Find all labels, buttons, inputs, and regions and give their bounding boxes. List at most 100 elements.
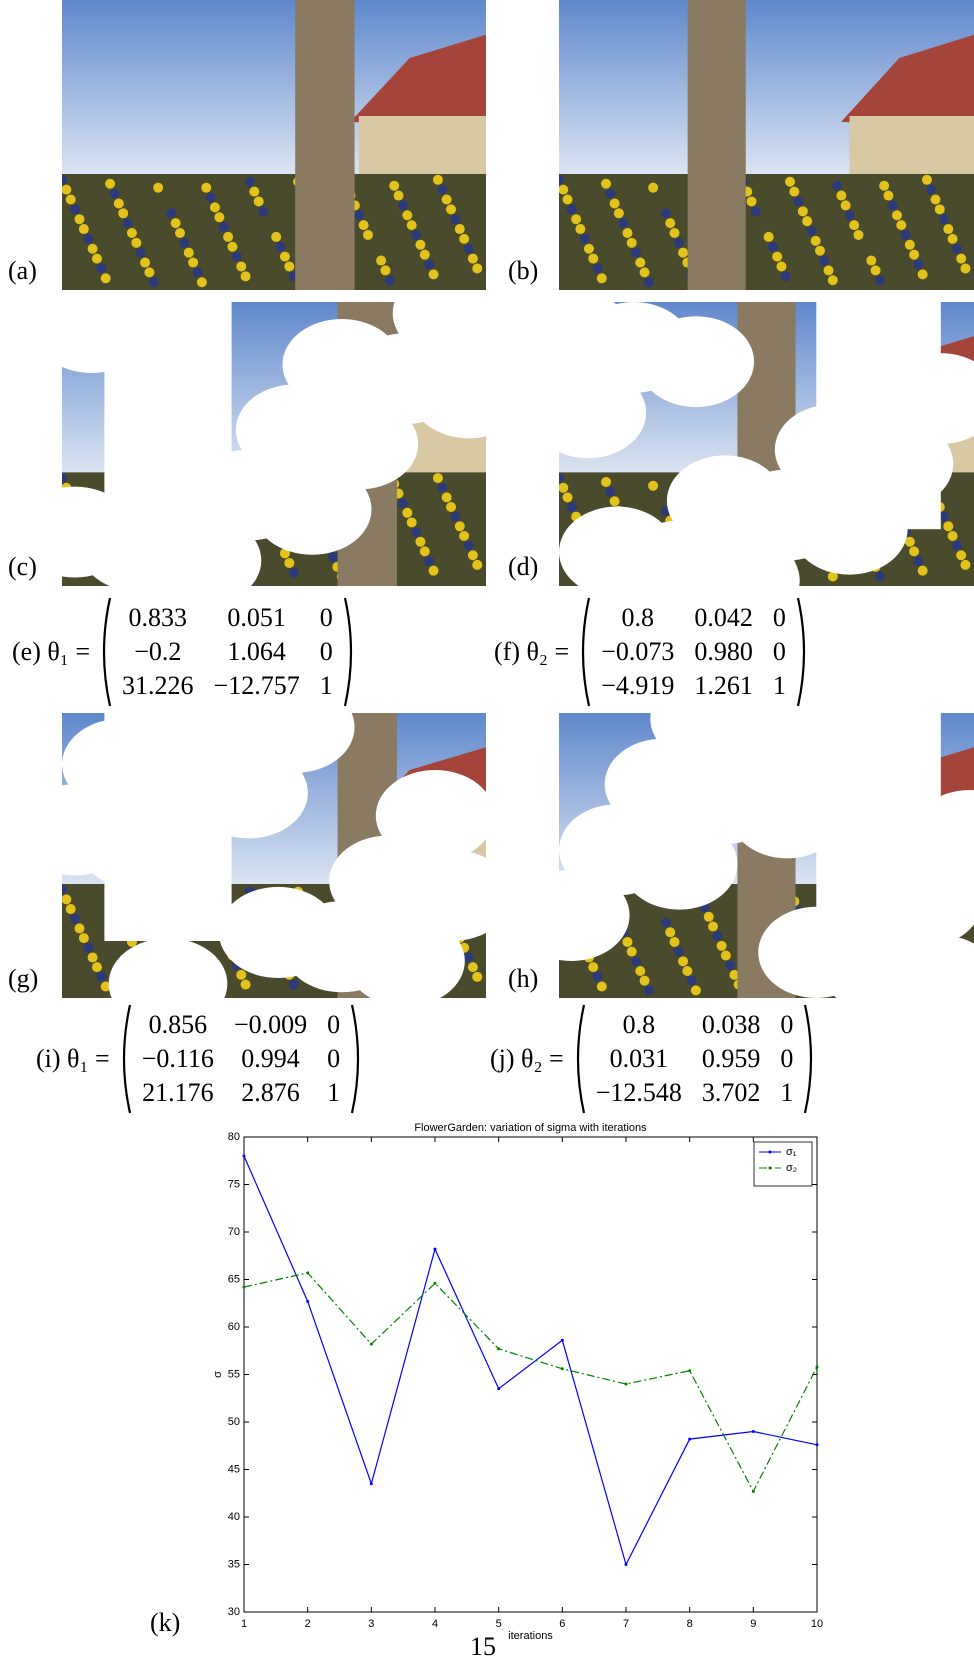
flower bbox=[643, 985, 654, 996]
flower bbox=[746, 196, 757, 207]
data-point bbox=[815, 1365, 819, 1369]
matrix-entry: 0 bbox=[327, 1010, 341, 1039]
data-point bbox=[242, 1154, 246, 1158]
matrix-row: 21.176 2.876 1 bbox=[132, 1076, 350, 1110]
flower bbox=[62, 184, 72, 195]
mask-region bbox=[108, 938, 228, 998]
flower bbox=[105, 178, 116, 189]
chart: FlowerGarden: variation of sigma with it… bbox=[212, 1122, 823, 1642]
flower bbox=[428, 565, 439, 576]
parenthesis bbox=[576, 1004, 585, 1114]
mask-region bbox=[666, 455, 784, 547]
flower bbox=[328, 552, 339, 563]
matrix-row: 0.8 0.038 0 bbox=[586, 1008, 804, 1042]
flower bbox=[384, 275, 395, 286]
flower bbox=[870, 265, 881, 276]
flower bbox=[358, 220, 369, 231]
matrix-row: −0.2 1.064 0 bbox=[112, 635, 343, 669]
mask-region bbox=[650, 713, 767, 765]
series-line bbox=[243, 1155, 818, 1567]
parenthesis bbox=[351, 1004, 360, 1114]
flower bbox=[913, 556, 924, 567]
x-tick-label: 7 bbox=[623, 1618, 629, 1630]
tree-trunk bbox=[687, 0, 746, 290]
flower bbox=[631, 247, 642, 258]
matrix-entry: 1 bbox=[327, 1078, 341, 1107]
data-point bbox=[369, 1342, 373, 1346]
flower bbox=[559, 174, 564, 185]
matrix-entry: 1.261 bbox=[694, 671, 753, 700]
flower bbox=[205, 192, 216, 203]
flower bbox=[437, 482, 448, 493]
parenthesis bbox=[102, 597, 112, 707]
flower bbox=[454, 521, 465, 532]
flower bbox=[183, 247, 194, 258]
matrix-entry: 0.856 bbox=[148, 1010, 208, 1039]
flower bbox=[639, 267, 650, 278]
flower bbox=[240, 271, 251, 282]
flower bbox=[70, 913, 81, 924]
flower bbox=[639, 975, 650, 986]
data-point bbox=[815, 1443, 819, 1447]
matrix-entry: 1 bbox=[772, 671, 786, 700]
flower bbox=[947, 233, 958, 244]
flower bbox=[960, 559, 971, 570]
data-point bbox=[242, 1285, 246, 1289]
flower bbox=[609, 198, 620, 209]
flower bbox=[419, 249, 430, 260]
flower bbox=[397, 200, 408, 211]
flower bbox=[406, 517, 417, 528]
tree-trunk bbox=[295, 0, 355, 290]
x-tick-label: 5 bbox=[496, 1618, 502, 1630]
flower bbox=[240, 979, 251, 990]
figure-label: (k) bbox=[150, 1608, 181, 1637]
matrix-entry: 0 bbox=[319, 603, 333, 632]
flower bbox=[170, 218, 181, 229]
flower bbox=[566, 502, 577, 513]
flower bbox=[879, 180, 890, 191]
flower bbox=[690, 985, 701, 996]
matrix-entry: 1 bbox=[319, 671, 333, 700]
flower bbox=[253, 196, 264, 207]
flower bbox=[883, 190, 894, 201]
flower bbox=[921, 174, 932, 185]
house-roof bbox=[350, 34, 486, 131]
matrix-row: −0.116 0.994 0 bbox=[132, 1042, 350, 1076]
matrix-entry: 0.031 bbox=[609, 1044, 669, 1073]
flower bbox=[437, 184, 448, 195]
flower bbox=[583, 243, 594, 254]
matrix-entry: 0.833 bbox=[128, 603, 188, 632]
flower bbox=[459, 530, 470, 541]
matrix-entry: −0.009 bbox=[233, 1010, 308, 1039]
flower bbox=[605, 486, 616, 497]
flower bbox=[118, 208, 129, 219]
flower bbox=[686, 975, 697, 986]
flower bbox=[660, 917, 671, 928]
flower bbox=[648, 182, 659, 193]
flower bbox=[725, 960, 736, 971]
flower bbox=[930, 194, 941, 205]
matrix-body: 0.8 0.038 0 0.031 0.959 0 −12.548 3.702 1 bbox=[586, 1008, 804, 1110]
flower bbox=[96, 263, 107, 274]
matrix-entry: 0 bbox=[772, 637, 786, 666]
data-point bbox=[306, 1299, 310, 1303]
flower bbox=[446, 204, 457, 215]
flower bbox=[716, 940, 727, 951]
y-tick-label: 80 bbox=[228, 1131, 240, 1143]
flower bbox=[665, 927, 676, 938]
ground bbox=[559, 174, 974, 290]
flower bbox=[789, 186, 800, 197]
flower bbox=[402, 507, 413, 518]
flower bbox=[406, 220, 417, 231]
flower bbox=[249, 186, 260, 197]
matrix-entry: 0 bbox=[780, 1010, 794, 1039]
flower bbox=[450, 214, 461, 225]
legend-marker bbox=[768, 1166, 772, 1170]
matrix-body: 0.833 0.051 0 −0.2 1.064 0 31.226 −12.757 1 bbox=[112, 601, 343, 703]
flower bbox=[626, 237, 637, 248]
flower bbox=[258, 206, 269, 217]
flower bbox=[467, 550, 478, 561]
flower bbox=[566, 204, 577, 215]
flower bbox=[772, 251, 783, 262]
flower bbox=[91, 962, 102, 973]
